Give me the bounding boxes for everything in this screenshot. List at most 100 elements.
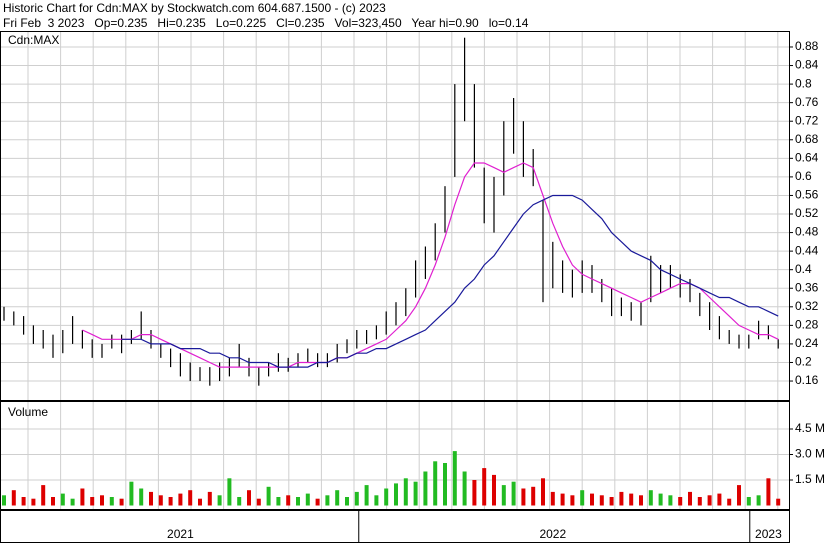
volume-bar <box>129 481 134 506</box>
volume-bar <box>247 490 251 506</box>
volume-bar <box>286 495 291 506</box>
y-tick-label: 0.52 <box>795 206 819 220</box>
y-tick-label: 0.56 <box>795 188 819 202</box>
volume-bar <box>394 483 398 506</box>
volume-bar <box>462 471 467 506</box>
y-tick-label: 1.5 M <box>795 472 825 486</box>
volume-bar <box>139 488 144 506</box>
y-tick-label: 0.48 <box>795 225 819 239</box>
volume-bar <box>374 495 379 506</box>
volume-bar <box>345 497 349 506</box>
volume-bar <box>717 493 722 506</box>
volume-bar <box>727 498 732 506</box>
volume-bar <box>11 490 16 506</box>
volume-bar <box>168 497 173 506</box>
volume-bar <box>433 461 438 506</box>
volume-bar <box>560 493 565 506</box>
y-tick-label: 0.76 <box>795 95 819 109</box>
y-tick-label: 3.0 M <box>795 447 825 461</box>
y-tick-label: 0.6 <box>795 169 812 183</box>
volume-bar <box>384 488 389 506</box>
volume-bar <box>648 490 653 506</box>
volume-bar <box>697 497 702 506</box>
volume-bar <box>629 493 634 506</box>
x-tick-label: 2022 <box>539 527 566 541</box>
volume-bar <box>668 495 673 506</box>
volume-bar <box>70 498 75 506</box>
volume-bar <box>531 486 536 506</box>
y-tick-label: 4.5 M <box>795 421 825 435</box>
y-tick-label: 0.84 <box>795 58 819 72</box>
volume-bar <box>413 481 418 506</box>
chart-subtitle: Fri Feb 3 2023 Op=0.235 Hi=0.235 Lo=0.22… <box>3 16 529 30</box>
volume-bar <box>266 486 271 506</box>
volume-bar <box>599 495 604 506</box>
y-tick-label: 0.88 <box>795 39 819 53</box>
volume-bar <box>472 480 477 506</box>
volume-bar <box>580 490 585 506</box>
y-tick-label: 0.64 <box>795 151 819 165</box>
y-tick-label: 0.8 <box>795 76 812 90</box>
y-tick-label: 0.44 <box>795 243 819 257</box>
moving-average <box>121 194 779 368</box>
volume-bar <box>109 497 114 506</box>
volume-bar <box>276 497 281 506</box>
volume-panel <box>0 401 790 510</box>
volume-bar <box>746 497 751 506</box>
volume-bar <box>296 497 300 506</box>
y-tick-label: 0.4 <box>795 262 812 276</box>
y-tick-label: 0.32 <box>795 299 819 313</box>
y-tick-label: 0.68 <box>795 132 819 146</box>
volume-bar <box>217 495 222 506</box>
x-tick-label: 2023 <box>755 527 782 541</box>
y-tick-label: 0.2 <box>795 355 812 369</box>
volume-bar <box>541 478 545 506</box>
volume-bar <box>305 493 310 506</box>
volume-bar <box>51 497 55 506</box>
volume-bar <box>501 485 506 506</box>
volume-bar <box>178 493 183 506</box>
volume-bar <box>609 497 614 506</box>
volume-bar <box>188 490 193 506</box>
volume-bar <box>707 495 712 506</box>
volume-bar <box>766 478 771 506</box>
volume-bar <box>80 488 85 506</box>
volume-bar <box>452 451 457 506</box>
volume-bar <box>41 485 46 506</box>
y-tick-label: 0.16 <box>795 373 819 387</box>
volume-bar <box>149 491 153 506</box>
y-tick-label: 0.36 <box>795 280 819 294</box>
volume-bar <box>737 485 741 506</box>
volume-bar <box>119 498 124 506</box>
volume-bar <box>678 497 683 506</box>
volume-bar <box>511 481 516 506</box>
volume-bar <box>688 491 692 506</box>
volume-bar <box>443 463 447 506</box>
x-tick-label: 2021 <box>167 527 194 541</box>
volume-bar <box>198 498 202 506</box>
symbol-label: Cdn:MAX <box>8 33 59 47</box>
volume-bar <box>570 495 575 506</box>
volume-label: Volume <box>8 405 48 419</box>
volume-bar <box>354 491 359 506</box>
y-tick-label: 0.72 <box>795 113 819 127</box>
volume-bar <box>335 490 340 506</box>
volume-bar <box>31 498 36 506</box>
volume-bar <box>256 498 261 506</box>
volume-bar <box>619 491 624 506</box>
moving-average <box>82 162 779 368</box>
volume-bar <box>60 493 65 506</box>
volume-bar <box>21 497 26 506</box>
volume-bar <box>521 488 526 506</box>
volume-bar <box>227 478 232 506</box>
volume-bar <box>364 485 369 506</box>
chart-title: Historic Chart for Cdn:MAX by Stockwatch… <box>3 1 386 15</box>
price-panel <box>0 31 790 401</box>
volume-bar <box>423 471 428 506</box>
volume-bar <box>776 498 781 506</box>
volume-bar <box>158 495 163 506</box>
volume-bar <box>550 491 555 506</box>
volume-bar <box>207 491 212 506</box>
volume-bar <box>90 497 95 506</box>
volume-bar <box>237 497 242 506</box>
